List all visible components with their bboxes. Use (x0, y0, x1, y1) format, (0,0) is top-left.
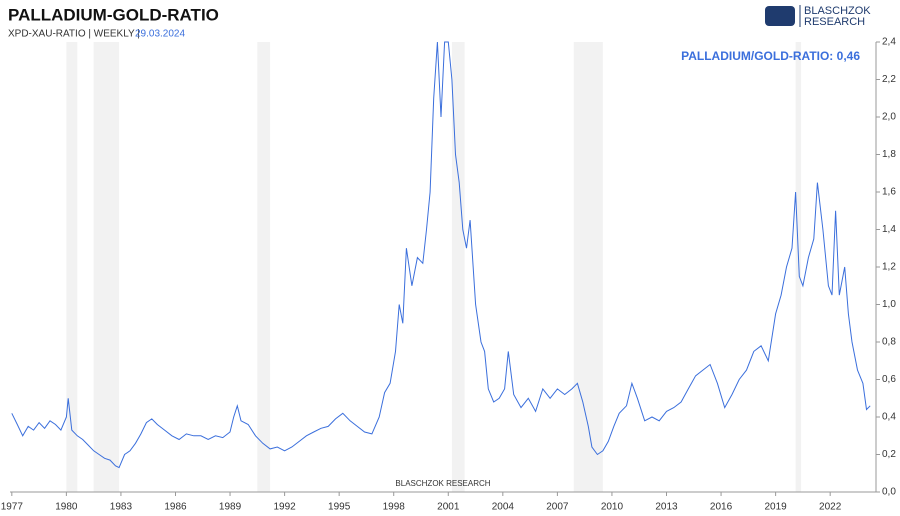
x-tick-label: 1998 (383, 502, 406, 513)
y-tick-label: 0,4 (882, 412, 896, 423)
x-tick-label: 1980 (55, 502, 78, 513)
shaded-period (573, 42, 603, 492)
x-tick-label: 2016 (710, 502, 733, 513)
logo-text: BLASCHZOK (804, 5, 871, 17)
y-tick-label: 1,2 (882, 262, 896, 273)
logo-icon (765, 6, 795, 26)
y-tick-label: 1,4 (882, 224, 896, 235)
x-tick-label: 2019 (764, 502, 787, 513)
y-tick-label: 1,0 (882, 299, 896, 310)
shaded-period (93, 42, 120, 492)
chart-title: PALLADIUM-GOLD-RATIO (8, 5, 219, 24)
x-tick-label: 1992 (273, 502, 296, 513)
y-tick-label: 0,0 (882, 487, 896, 498)
x-tick-label: 2007 (546, 502, 569, 513)
x-tick-label: 2004 (492, 502, 515, 513)
shaded-period (66, 42, 78, 492)
x-tick-label: 2010 (601, 502, 624, 513)
y-tick-label: 1,8 (882, 149, 896, 160)
logo: BLASCHZOK RESEARCH (765, 5, 871, 28)
x-tick-label: 2013 (655, 502, 678, 513)
x-tick-label: 1983 (110, 502, 133, 513)
x-tick-label: 1995 (328, 502, 351, 513)
chart-subtitle: XPD-XAU-RATIO | WEEKLY | (8, 29, 140, 40)
y-tick-label: 1,6 (882, 187, 896, 198)
chart-date: 29.03.2024 (135, 29, 185, 40)
x-tick-label: 2001 (437, 502, 460, 513)
y-tick-label: 2,0 (882, 112, 896, 123)
watermark: BLASCHZOK RESEARCH (395, 479, 490, 488)
y-tick-label: 0,2 (882, 449, 896, 460)
x-tick-label: 1989 (219, 502, 242, 513)
shaded-period (795, 42, 802, 492)
x-tick-label: 2022 (819, 502, 842, 513)
x-tick-label: 1977 (1, 502, 24, 513)
y-tick-label: 2,4 (882, 37, 896, 48)
x-tick-label: 1986 (164, 502, 187, 513)
shaded-period (257, 42, 271, 492)
logo-text: RESEARCH (804, 16, 865, 28)
annotation: PALLADIUM/GOLD-RATIO: 0,46 (681, 49, 860, 63)
y-tick-label: 0,6 (882, 374, 896, 385)
y-tick-label: 0,8 (882, 337, 896, 348)
y-tick-label: 2,2 (882, 74, 896, 85)
data-line (11, 41, 871, 469)
